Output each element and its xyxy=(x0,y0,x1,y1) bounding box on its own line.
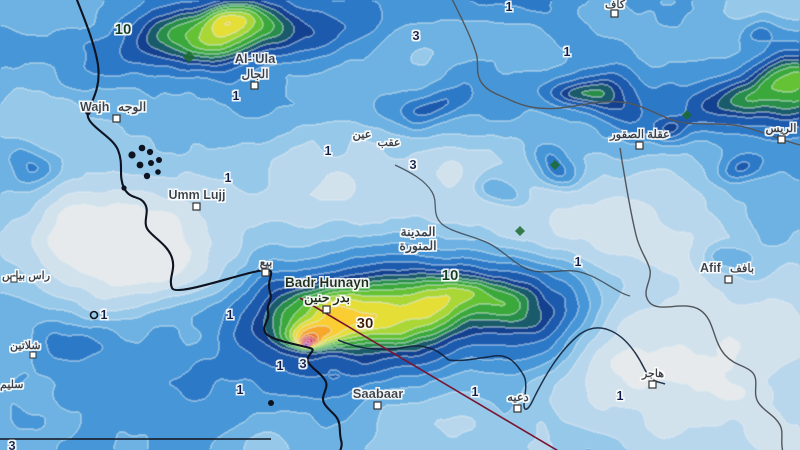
svg-text:1: 1 xyxy=(563,44,570,59)
svg-text:10: 10 xyxy=(115,21,132,38)
svg-text:سليم: سليم xyxy=(0,379,24,391)
svg-text:1: 1 xyxy=(324,143,331,158)
svg-text:عقب: عقب xyxy=(378,137,401,149)
svg-text:1: 1 xyxy=(574,254,581,269)
svg-text:3: 3 xyxy=(8,438,15,450)
svg-text:1: 1 xyxy=(100,307,107,322)
svg-text:المنورة: المنورة xyxy=(399,239,436,254)
svg-text:1: 1 xyxy=(236,382,243,397)
svg-text:دعيه: دعيه xyxy=(507,392,529,404)
svg-text:بدر حنين: بدر حنين xyxy=(304,290,350,306)
svg-text:هاجر: هاجر xyxy=(641,368,664,380)
svg-text:1: 1 xyxy=(232,88,239,103)
svg-text:1: 1 xyxy=(471,384,478,399)
svg-text:1: 1 xyxy=(505,0,512,14)
svg-text:30: 30 xyxy=(357,315,374,332)
svg-text:Badr Hunayn: Badr Hunayn xyxy=(285,275,369,290)
svg-text:شلاتين: شلاتين xyxy=(10,340,41,352)
svg-text:1: 1 xyxy=(226,307,233,322)
svg-text:10: 10 xyxy=(442,267,459,284)
svg-text:الجال: الجال xyxy=(241,67,268,81)
svg-text:1: 1 xyxy=(616,388,623,403)
svg-text:3: 3 xyxy=(412,28,419,43)
svg-text:المدينة: المدينة xyxy=(400,225,435,239)
svg-text:Afif: Afif xyxy=(700,261,722,275)
svg-text:Al-'Ula: Al-'Ula xyxy=(235,51,276,66)
svg-text:الوجه: الوجه xyxy=(118,100,146,115)
svg-text:Saabaar: Saabaar xyxy=(353,386,404,401)
svg-text:1: 1 xyxy=(224,170,231,185)
svg-text:Umm Lujj: Umm Lujj xyxy=(169,188,226,202)
svg-text:راس بياس: راس بياس xyxy=(2,270,50,282)
svg-text:بيع: بيع xyxy=(260,257,273,270)
svg-text:1: 1 xyxy=(276,358,283,373)
svg-text:بافف: بافف xyxy=(730,262,754,275)
svg-text:3: 3 xyxy=(299,356,306,371)
svg-text:Wajh: Wajh xyxy=(80,100,109,114)
svg-text:عقلة الصقور: عقلة الصقور xyxy=(609,128,670,142)
svg-text:3: 3 xyxy=(409,157,416,172)
svg-text:كاف: كاف xyxy=(605,0,626,11)
svg-text:عين: عين xyxy=(352,129,371,142)
svg-text:الريس: الريس xyxy=(766,122,797,136)
